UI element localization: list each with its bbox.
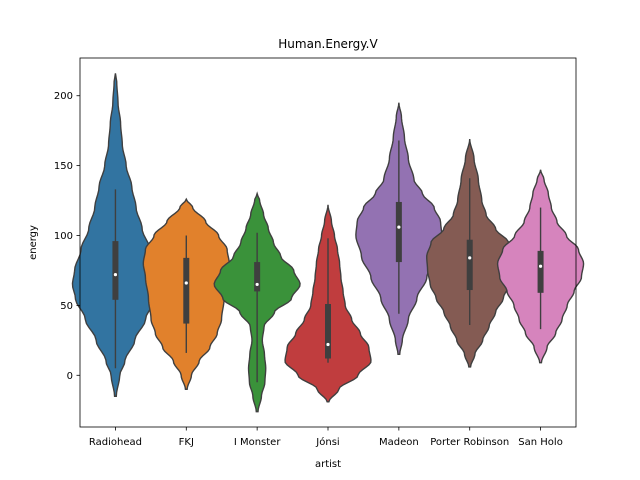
violin-iqr-box [254,262,261,292]
x-tick-label: Madeon [379,437,419,448]
y-axis: 0 50 100 150 200 [54,91,80,382]
violin-layer [71,73,585,413]
y-tick-label: 0 [67,371,73,382]
y-tick-label: 100 [54,231,73,242]
violin-san-holo [496,169,585,364]
violin-i-monster [213,191,301,413]
violin-porter-robinson [426,139,514,368]
y-axis-label: energy [28,225,39,260]
x-tick-label: Jónsi [315,436,339,448]
x-tick-label: Porter Robinson [430,437,509,448]
violin-iqr-box [537,250,544,293]
violin-median-marker [326,342,330,347]
violin-fkj [142,197,230,390]
violin-iqr-box [112,241,119,300]
violin-j-nsi [284,204,372,403]
y-tick-label: 50 [60,301,73,312]
x-axis: Radiohead FKJ I Monster Jónsi Madeon Porter R… [89,427,563,448]
x-tick-label: FKJ [179,437,194,448]
violin-median-marker [538,264,543,268]
violin-median-marker [468,256,472,260]
violin-median-marker [113,273,118,277]
x-tick-label: Radiohead [89,437,142,448]
chart-title: Human.Energy.V [278,37,378,51]
violin-median-marker [184,281,188,285]
violin-iqr-box [466,239,473,291]
y-tick-label: 150 [54,161,73,172]
violin-radiohead [71,73,160,397]
x-axis-label: artist [315,459,341,470]
violin-median-marker [255,282,259,287]
x-tick-label: I Monster [234,437,281,448]
violin-madeon [355,102,443,356]
violin-median-marker [397,225,401,229]
violin-iqr-box [395,201,402,263]
violin-iqr-box [325,304,331,359]
x-tick-label: San Holo [518,437,563,448]
violin-iqr-box [183,257,190,324]
y-tick-label: 200 [54,91,73,102]
